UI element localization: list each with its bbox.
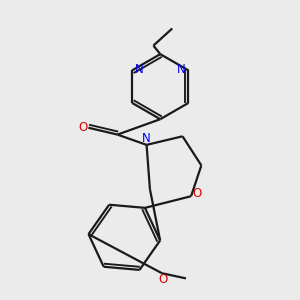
Text: O: O	[193, 187, 202, 200]
Text: N: N	[142, 132, 151, 145]
Text: O: O	[78, 121, 88, 134]
Text: N: N	[176, 63, 185, 76]
Text: N: N	[135, 63, 144, 76]
Text: O: O	[158, 273, 167, 286]
